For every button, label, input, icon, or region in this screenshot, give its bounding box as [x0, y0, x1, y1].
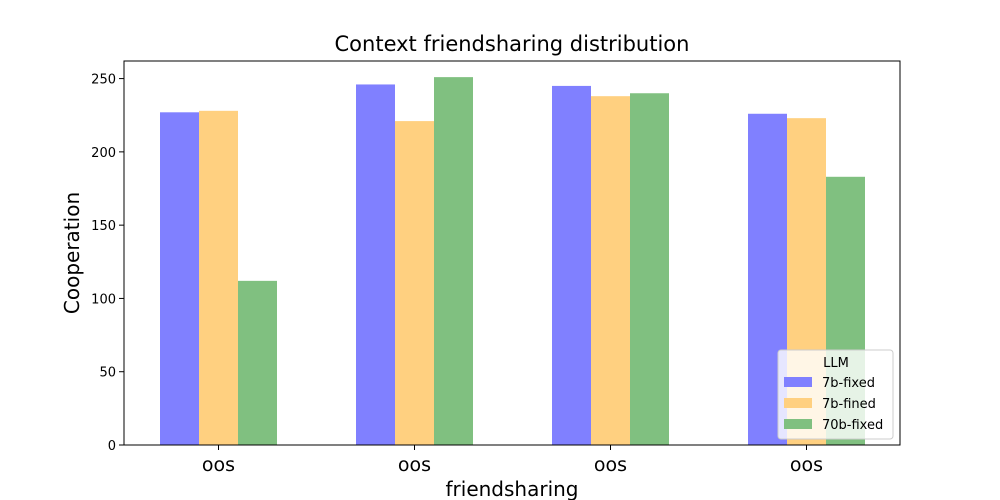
- x-tick-label: oos: [790, 454, 823, 476]
- legend-title: LLM: [823, 356, 849, 371]
- legend-label-7b-fixed: 7b-fixed: [822, 376, 875, 391]
- x-axis-label: friendsharing: [446, 477, 579, 500]
- legend-swatch-70b-fixed: [784, 419, 812, 429]
- legend-swatch-7b-fined: [784, 398, 812, 408]
- bar-7b-fined-3: [591, 96, 630, 446]
- x-tick-label: oos: [398, 454, 431, 476]
- bar-7b-fixed-2: [356, 84, 395, 445]
- x-axis: oos oos oos oos: [202, 445, 823, 476]
- legend-label-70b-fixed: 70b-fixed: [822, 418, 883, 433]
- x-tick-label: oos: [594, 454, 627, 476]
- bar-70b-fixed-3: [630, 93, 669, 446]
- bar-7b-fined-1: [199, 110, 238, 445]
- y-tick-label: 0: [108, 439, 116, 454]
- bar-7b-fined-2: [395, 121, 434, 445]
- plot-frame: [123, 60, 901, 446]
- legend-box: [777, 349, 894, 440]
- y-tick-label: 100: [91, 292, 116, 307]
- y-axis: 0 50 100 150 200 250: [91, 73, 124, 454]
- bar-70b-fixed-2: [434, 77, 473, 446]
- bars-layer: [160, 77, 865, 446]
- y-tick-label: 50: [99, 366, 116, 381]
- chart-title: Context friendsharing distribution: [335, 32, 690, 56]
- y-tick-label: 250: [91, 73, 116, 88]
- legend-swatch-7b-fixed: [784, 377, 812, 387]
- legend-label-7b-fined: 7b-fined: [822, 397, 876, 412]
- y-tick-label: 150: [91, 219, 116, 234]
- y-axis-label: Cooperation: [60, 192, 84, 314]
- bar-7b-fixed-3: [552, 85, 591, 446]
- legend: LLM 7b-fixed 7b-fined 70b-fixed: [777, 349, 894, 440]
- x-tick-label: oos: [202, 454, 235, 476]
- y-tick-label: 200: [91, 146, 116, 161]
- bar-7b-fixed-1: [160, 112, 199, 446]
- bar-70b-fixed-1: [238, 280, 277, 445]
